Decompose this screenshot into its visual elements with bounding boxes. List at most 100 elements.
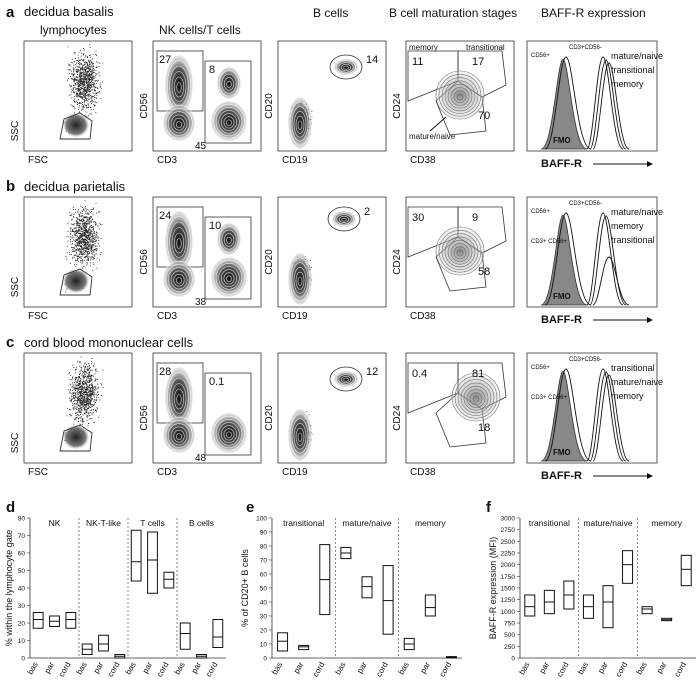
event-dot [92,386,94,388]
event-dot [86,376,88,378]
event-dot [83,99,85,100]
event-dot [85,211,87,213]
event-dot [71,396,73,398]
b-subset-histogram [592,256,630,306]
event-dot [77,85,79,87]
event-dot [75,233,76,235]
event-dot [80,394,82,396]
event-dot [82,233,83,235]
event-dot [93,237,95,239]
event-dot [93,399,95,401]
y-tick-label: 30 [260,614,268,621]
event-dot [80,407,82,409]
event-dot [72,408,74,410]
event-dot [77,99,79,100]
event-dot [73,395,75,397]
event-dot [90,82,91,84]
event-dot [71,402,73,404]
event-dot [80,390,82,392]
event-dot [70,66,72,68]
y-tick-label: 2750 [501,527,516,534]
event-dot [98,228,100,230]
event-dot [81,231,83,232]
event-dot [80,249,82,250]
event-dot [85,235,86,237]
event-dot [96,67,98,68]
event-dot [85,240,87,241]
y-tick-label: 70 [260,558,268,565]
event-dot [88,375,90,377]
event-dot [83,376,85,378]
event-dot [88,219,90,221]
b-cell-percent: 14 [366,54,378,66]
event-dot [90,97,92,99]
event-dot [83,75,85,77]
event-dot [88,248,90,250]
event-dot [78,66,80,68]
event-dot [66,258,68,260]
event-dot [78,249,80,251]
event-dot [91,239,93,241]
event-dot [79,236,81,238]
event-dot [88,374,90,375]
event-dot [86,392,87,394]
event-dot [90,77,92,79]
y-tick-label: 20 [260,628,268,635]
event-dot [84,100,85,102]
event-dot [88,75,90,76]
contour-line [174,388,185,410]
event-dot [71,213,73,215]
event-dot [79,88,81,90]
event-dot [88,210,90,212]
event-dot [91,71,93,73]
event-dot [79,417,81,419]
event-dot [80,80,81,82]
event-dot [79,79,81,81]
event-dot [81,83,83,85]
event-dot [88,71,90,72]
event-dot [67,231,69,232]
event-dot [90,399,92,401]
event-dot [76,250,78,251]
event-dot [93,389,95,391]
event-dot [78,69,80,71]
box-bas [179,622,191,650]
event-dot [82,241,84,243]
event-dot [78,421,80,423]
event-dot [92,226,94,228]
event-dot [83,387,84,389]
event-dot [96,394,98,396]
event-dot [84,396,85,398]
event-dot [92,227,94,229]
event-dot [83,259,85,261]
panel-letter-a: a [6,4,15,21]
y-tick-label: 2250 [501,551,516,558]
event-dot [93,404,95,406]
event-dot [79,423,81,425]
event-dot [71,251,73,252]
event-dot [84,94,86,96]
event-dot [90,241,91,243]
event-dot [85,89,87,91]
event-dot [89,400,91,401]
contour-line [341,217,347,222]
event-dot [70,94,72,96]
event-dot [83,216,85,218]
event-dot [71,243,73,245]
event-dot [80,400,81,402]
event-dot [91,394,93,395]
event-dot [83,67,85,69]
event-dot [87,372,89,374]
y-tick-label: 20 [18,621,26,628]
event-dot [86,230,87,232]
event-dot [78,383,79,384]
event-dot [88,404,89,406]
event-dot [87,381,89,383]
event-dot [86,82,87,84]
lymphocyte-gate [59,112,93,140]
event-dot [88,68,90,70]
event-dot [91,79,93,80]
event-dot [81,87,83,88]
event-dot [73,216,74,217]
